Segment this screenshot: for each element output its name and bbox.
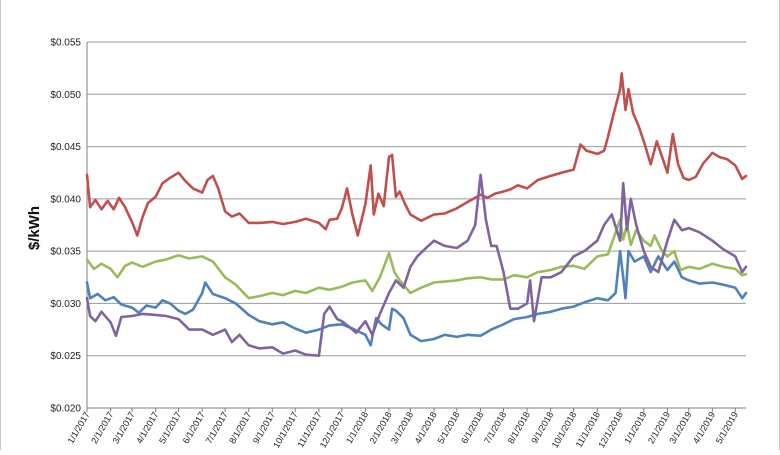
x-tick-label: 8/1/2017	[227, 410, 253, 445]
grid-layer	[86, 41, 746, 409]
x-tick-label: 8/1/2018	[506, 410, 532, 445]
x-tick-label: 7/1/2017	[204, 410, 230, 445]
x-tick-label: 1/1/2017	[66, 410, 92, 445]
x-axis-ticks: 1/1/20172/1/20173/1/20174/1/20175/1/2017…	[66, 408, 740, 450]
y-tick-label: $0.035	[50, 247, 81, 258]
y-tick-label: $0.025	[50, 351, 81, 362]
y-tick-label: $0.050	[50, 90, 81, 101]
y-tick-label: $0.030	[50, 299, 81, 310]
x-tick-label: 5/1/2019	[714, 410, 740, 445]
y-tick-label: $0.020	[50, 404, 81, 415]
x-tick-label: 1/1/2018	[344, 410, 370, 445]
x-tick-label: 5/1/2017	[157, 410, 183, 445]
x-tick-label: 1/1/2019	[622, 410, 648, 445]
series-layer	[85, 72, 748, 357]
y-tick-label: $0.055	[50, 38, 81, 49]
series-line-3	[85, 249, 748, 347]
y-tick-label: $0.045	[50, 142, 81, 153]
y-axis-label: $/kWh	[26, 206, 43, 250]
y-axis-ticks: $0.020 $0.025 $0.030 $0.035 $0.040 $0.045 $0.0…	[50, 38, 81, 415]
series-line-2	[85, 218, 748, 300]
x-tick-label: 7/1/2018	[482, 410, 508, 445]
series-line-4	[85, 173, 748, 357]
series-line-1	[85, 72, 748, 237]
y-tick-label: $0.040	[50, 194, 81, 205]
x-tick-label: 5/1/2018	[435, 410, 461, 445]
